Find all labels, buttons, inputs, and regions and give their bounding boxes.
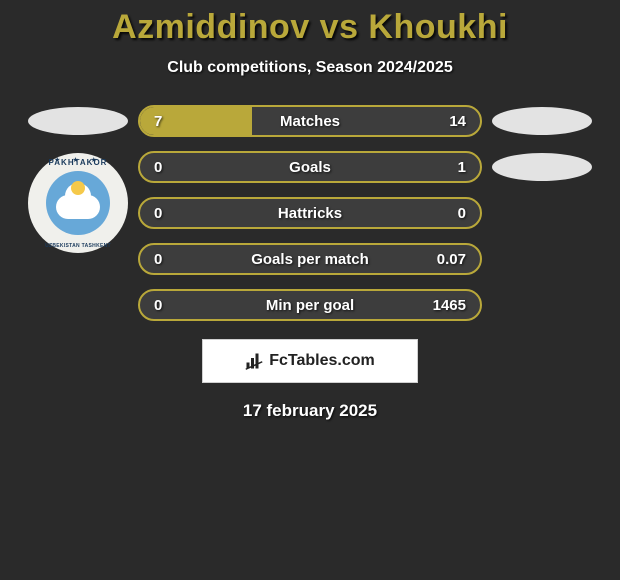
bar-chart-icon xyxy=(245,352,263,370)
stat-label: Goals xyxy=(289,159,331,176)
stat-value-right: 0 xyxy=(458,205,466,222)
badge-bottom-text: UZBEKISTAN TASHKENT xyxy=(28,243,128,249)
attribution-box: FcTables.com xyxy=(202,339,418,383)
badge-stars-icon: ★ ★ ★ xyxy=(28,156,128,164)
stat-label: Matches xyxy=(280,113,340,130)
badge-cloud-icon xyxy=(56,195,100,219)
stat-value-right: 1 xyxy=(458,159,466,176)
stat-label: Goals per match xyxy=(251,251,369,268)
stat-label: Hattricks xyxy=(278,205,342,222)
stat-value-right: 14 xyxy=(449,113,466,130)
stats-bars: 7 Matches 14 0 Goals 1 0 Hattricks 0 0 Goals per m… xyxy=(138,105,482,321)
stat-value-left: 0 xyxy=(154,205,162,222)
right-column xyxy=(492,105,592,181)
badge-center xyxy=(46,171,110,235)
stat-value-left: 0 xyxy=(154,297,162,314)
comparison-card: Azmiddinov vs Khoukhi Club competitions,… xyxy=(0,0,620,421)
subtitle: Club competitions, Season 2024/2025 xyxy=(0,59,620,77)
stat-bar: 0 Min per goal 1465 xyxy=(138,289,482,321)
stat-bar: 0 Hattricks 0 xyxy=(138,197,482,229)
stat-bar: 0 Goals 1 xyxy=(138,151,482,183)
stat-value-right: 1465 xyxy=(433,297,466,314)
stat-bar: 7 Matches 14 xyxy=(138,105,482,137)
stat-value-right: 0.07 xyxy=(437,251,466,268)
stat-value-left: 7 xyxy=(154,113,162,130)
player-left-placeholder xyxy=(28,107,128,135)
badge-sun-icon xyxy=(71,181,85,195)
stat-value-left: 0 xyxy=(154,159,162,176)
player-right-placeholder xyxy=(492,107,592,135)
date-text: 17 february 2025 xyxy=(0,401,620,421)
left-column: PAKHTAKOR ★ ★ ★ UZBEKISTAN TASHKENT xyxy=(28,105,128,253)
page-title: Azmiddinov vs Khoukhi xyxy=(0,8,620,47)
comparison-row: PAKHTAKOR ★ ★ ★ UZBEKISTAN TASHKENT 7 Mat… xyxy=(0,105,620,321)
stat-label: Min per goal xyxy=(266,297,354,314)
club-right-placeholder xyxy=(492,153,592,181)
attribution-text: FcTables.com xyxy=(269,352,375,370)
stat-bar: 0 Goals per match 0.07 xyxy=(138,243,482,275)
club-badge-pakhtakor: PAKHTAKOR ★ ★ ★ UZBEKISTAN TASHKENT xyxy=(28,153,128,253)
stat-value-left: 0 xyxy=(154,251,162,268)
